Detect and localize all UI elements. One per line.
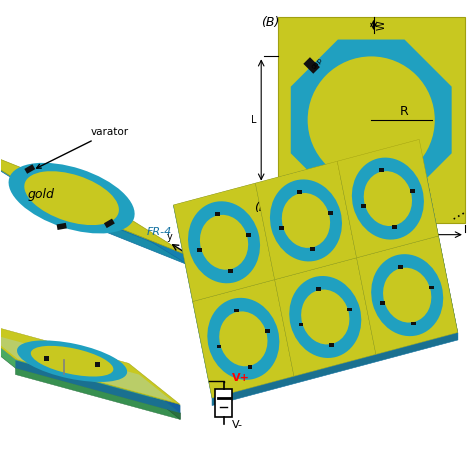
Ellipse shape [9,163,135,234]
Bar [215,389,232,417]
Bar [297,190,302,194]
Polygon shape [255,161,356,280]
Ellipse shape [207,298,279,380]
Ellipse shape [371,254,443,336]
Ellipse shape [383,268,431,323]
Bar [411,322,416,325]
Ellipse shape [17,340,127,382]
Ellipse shape [364,171,412,226]
Ellipse shape [282,193,330,248]
Bar [265,329,270,333]
Bar [410,189,415,193]
Bar [217,345,221,348]
Bar [197,248,202,252]
Polygon shape [0,332,173,401]
Bar [392,225,397,229]
Bar [381,301,385,305]
Bar [379,168,384,172]
Ellipse shape [219,311,267,366]
Polygon shape [291,39,452,201]
Ellipse shape [289,276,361,358]
Bar [228,269,233,273]
Ellipse shape [352,157,424,239]
Polygon shape [274,258,376,376]
Bar [45,356,49,361]
Bar [56,223,67,230]
Polygon shape [129,364,180,413]
Ellipse shape [270,180,342,262]
Bar [247,365,252,369]
Bar [235,309,239,312]
Ellipse shape [188,201,260,283]
Polygon shape [129,372,180,419]
Text: ⋯: ⋯ [448,205,469,226]
Polygon shape [0,319,180,404]
Polygon shape [16,360,180,413]
Text: gap: gap [310,56,324,70]
Polygon shape [16,368,180,419]
Text: W: W [377,20,387,30]
Text: V+: V+ [232,373,250,383]
Bar [398,265,403,269]
Bar [95,362,100,366]
Bar [279,226,284,230]
Bar [329,344,334,347]
Bar [215,212,220,216]
Polygon shape [173,183,274,301]
Bar [24,164,35,174]
Polygon shape [48,201,189,265]
Polygon shape [419,140,458,340]
Bar [104,219,115,228]
Polygon shape [0,141,189,256]
Polygon shape [193,280,294,398]
Bar [310,247,315,251]
Text: x: x [218,262,223,272]
Bar [429,286,434,290]
Text: FR-4: FR-4 [146,227,172,237]
Polygon shape [212,333,458,406]
Bar [361,204,366,208]
Text: R: R [400,105,409,118]
Bar [299,323,303,327]
Text: P: P [367,237,374,247]
Ellipse shape [200,215,248,270]
Text: y: y [167,232,173,242]
Polygon shape [95,199,189,265]
Bar [347,308,352,311]
Bar [303,57,320,74]
Polygon shape [0,327,180,413]
Text: (B): (B) [261,16,280,29]
Bar [246,233,251,237]
Polygon shape [337,139,438,258]
Polygon shape [356,236,458,355]
Bar [328,211,333,215]
Text: gold: gold [27,188,54,201]
Ellipse shape [301,290,349,345]
Text: z: z [192,266,197,276]
Ellipse shape [31,346,113,376]
Text: (D): (D) [254,201,273,214]
Polygon shape [0,142,189,257]
Text: varator: varator [36,127,128,168]
Polygon shape [173,140,458,399]
Text: V-: V- [232,419,243,429]
Ellipse shape [24,171,119,225]
Bar [413,180,430,197]
Circle shape [308,56,435,183]
Polygon shape [0,319,180,405]
Text: L: L [251,115,256,125]
Bar [317,287,321,291]
Bar [278,17,465,223]
